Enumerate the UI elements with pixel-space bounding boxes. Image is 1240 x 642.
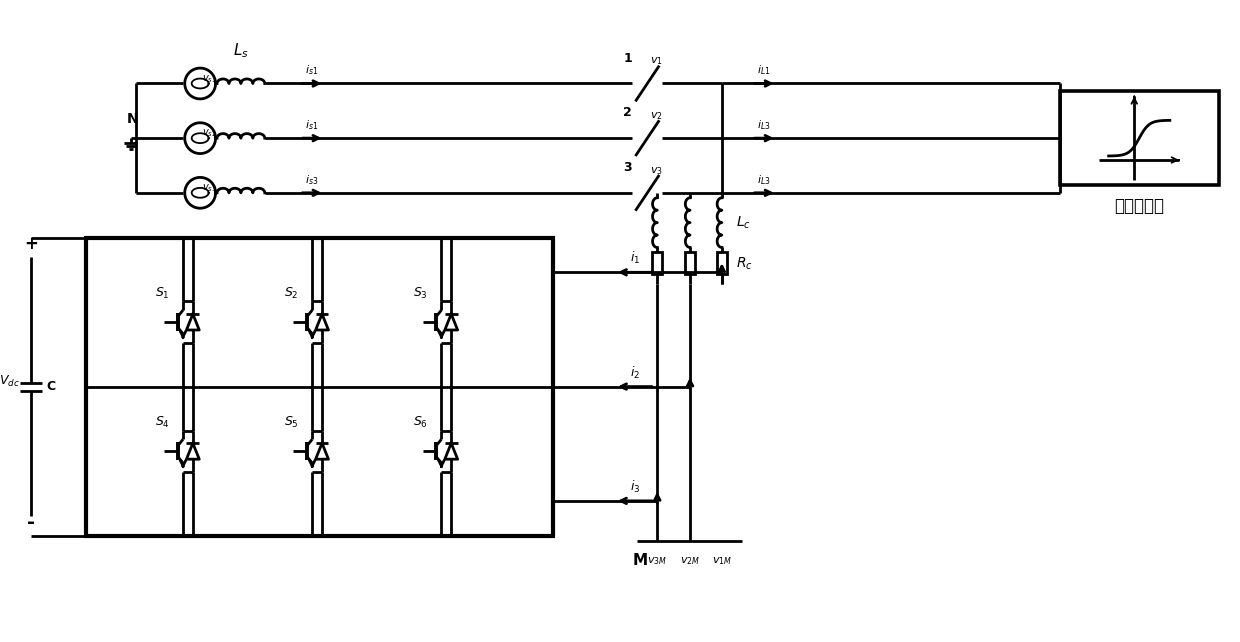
Text: $v_1$: $v_1$ bbox=[650, 56, 663, 67]
Bar bbox=[652, 252, 662, 274]
Text: 非线性负载: 非线性负载 bbox=[1115, 197, 1164, 215]
Text: $v_{s3}$: $v_{s3}$ bbox=[202, 182, 217, 194]
Text: $R_c$: $R_c$ bbox=[735, 255, 753, 272]
Text: $S_1$: $S_1$ bbox=[155, 286, 170, 301]
Text: $S_4$: $S_4$ bbox=[155, 415, 170, 430]
Bar bbox=[1060, 91, 1219, 186]
Text: $v_2$: $v_2$ bbox=[650, 110, 663, 122]
Text: $L_s$: $L_s$ bbox=[233, 42, 249, 60]
Bar bbox=[86, 238, 553, 535]
Text: -: - bbox=[27, 513, 35, 532]
Text: $S_6$: $S_6$ bbox=[413, 415, 428, 430]
Text: $v_{2M}$: $v_{2M}$ bbox=[680, 555, 701, 568]
Text: $v_{s2}$: $v_{s2}$ bbox=[202, 128, 217, 139]
Bar bbox=[717, 252, 727, 274]
Text: $V_{dc}$: $V_{dc}$ bbox=[0, 374, 20, 389]
Text: $L_c$: $L_c$ bbox=[735, 214, 750, 231]
Text: $i_{s3}$: $i_{s3}$ bbox=[305, 173, 319, 187]
Text: 3: 3 bbox=[624, 161, 631, 174]
Text: $v_3$: $v_3$ bbox=[650, 165, 663, 177]
Text: $S_5$: $S_5$ bbox=[284, 415, 299, 430]
Text: $i_{s1}$: $i_{s1}$ bbox=[305, 64, 319, 77]
Text: $i_1$: $i_1$ bbox=[630, 250, 640, 266]
Text: $i_{L3}$: $i_{L3}$ bbox=[756, 118, 770, 132]
Text: $i_2$: $i_2$ bbox=[630, 365, 640, 381]
Text: $i_{s1}$: $i_{s1}$ bbox=[305, 118, 319, 132]
Text: 2: 2 bbox=[622, 107, 632, 119]
Text: $S_3$: $S_3$ bbox=[413, 286, 428, 301]
Text: C: C bbox=[46, 380, 56, 393]
Text: $i_3$: $i_3$ bbox=[630, 479, 640, 495]
Text: +: + bbox=[25, 236, 38, 254]
Text: $v_{3M}$: $v_{3M}$ bbox=[647, 555, 667, 568]
Text: $i_{L3}$: $i_{L3}$ bbox=[756, 173, 770, 187]
Text: $v_{s1}$: $v_{s1}$ bbox=[202, 73, 217, 85]
Text: $i_{L1}$: $i_{L1}$ bbox=[756, 64, 770, 77]
Text: $v_{1M}$: $v_{1M}$ bbox=[712, 555, 732, 568]
Bar bbox=[684, 252, 696, 274]
Text: 1: 1 bbox=[622, 51, 632, 65]
Text: $S_2$: $S_2$ bbox=[284, 286, 299, 301]
Text: M: M bbox=[632, 553, 647, 568]
Text: N: N bbox=[126, 112, 139, 126]
